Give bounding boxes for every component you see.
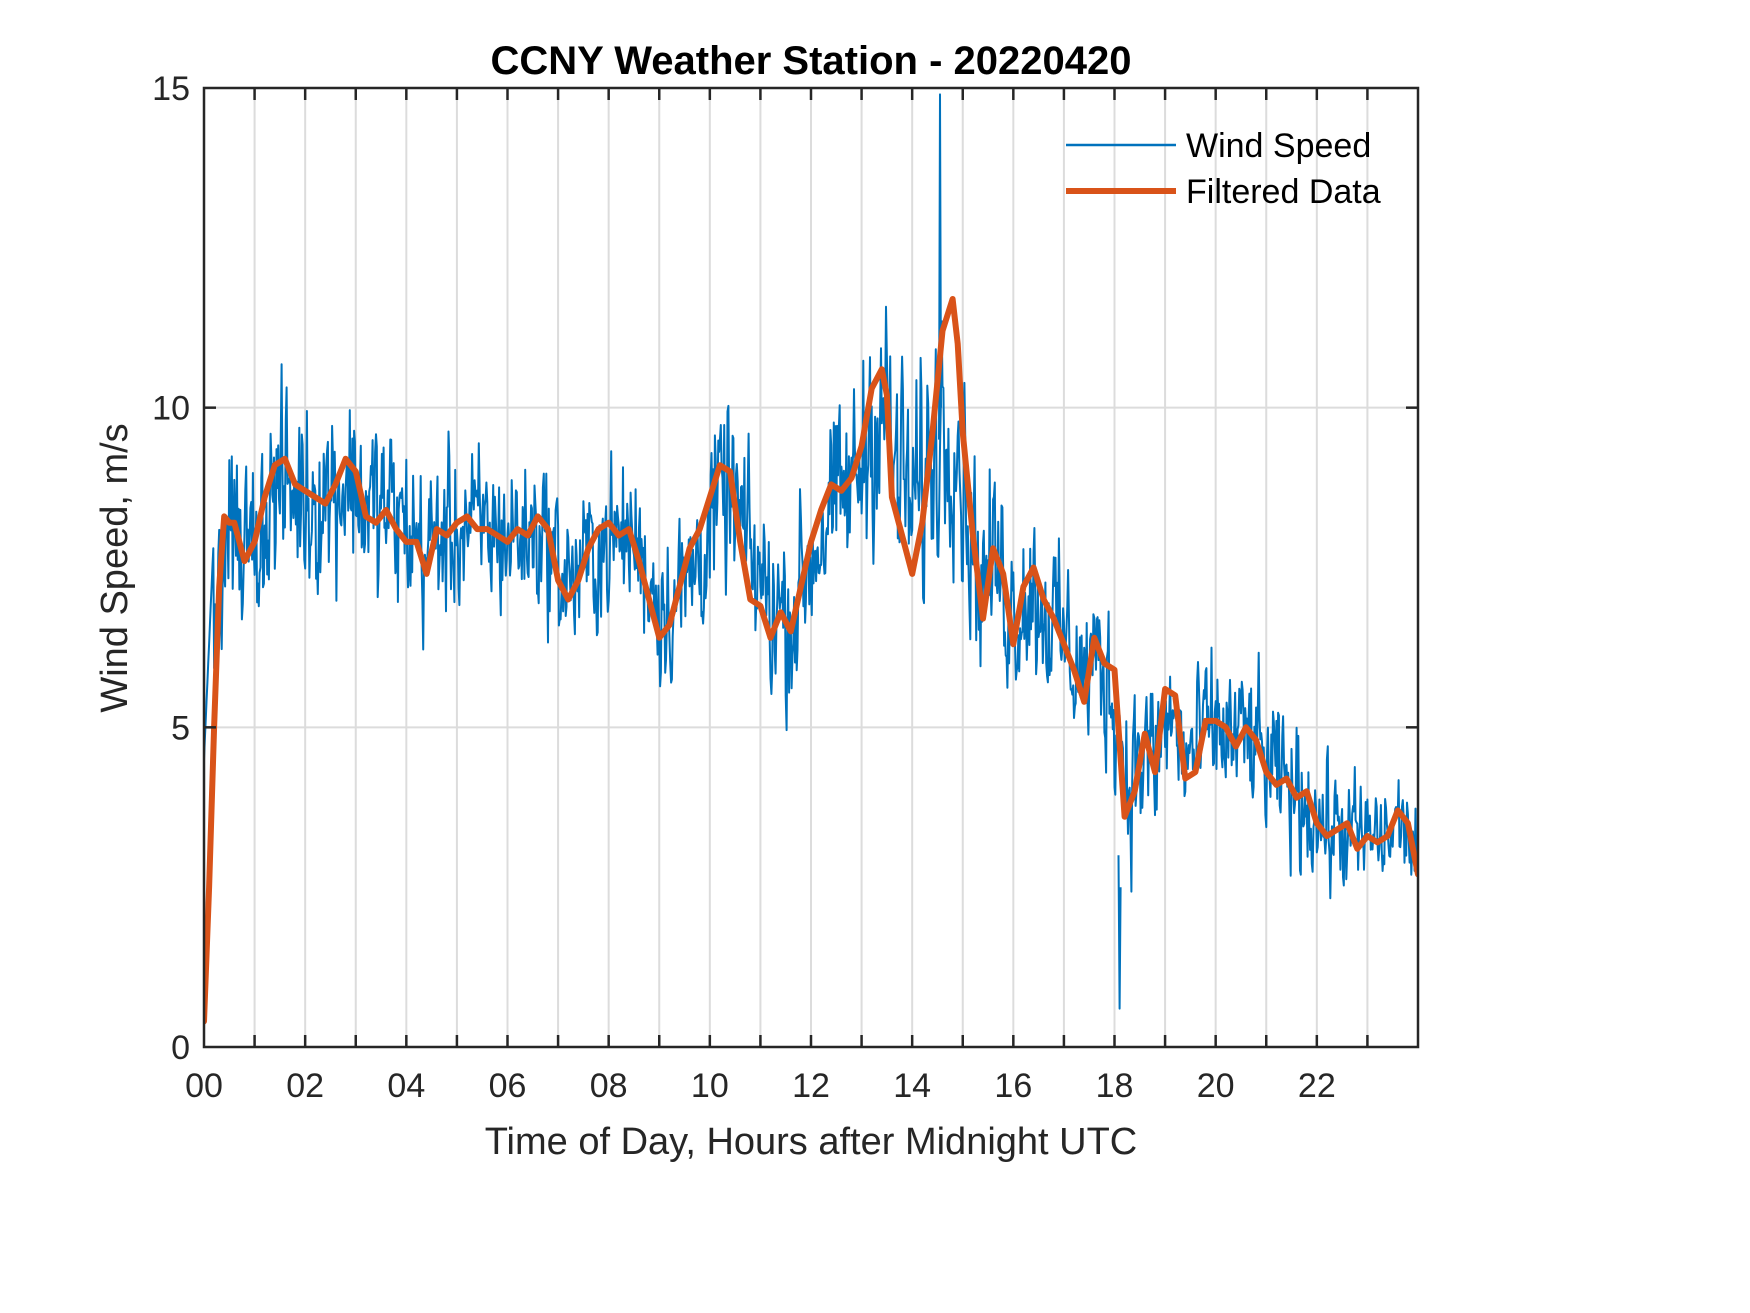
x-tick-label: 02	[286, 1067, 324, 1105]
axis-ticks	[204, 88, 1418, 1047]
legend-label-filtered-data: Filtered Data	[1186, 173, 1381, 211]
x-tick-label: 22	[1298, 1067, 1336, 1105]
x-tick-label: 04	[387, 1067, 425, 1105]
series-wind-speed-line	[204, 93, 1418, 1010]
x-tick-label: 00	[185, 1067, 223, 1105]
x-tick-label: 08	[590, 1067, 628, 1105]
legend-label-wind-speed: Wind Speed	[1186, 127, 1371, 165]
x-tick-label: 20	[1197, 1067, 1235, 1105]
y-tick-label: 0	[171, 1029, 190, 1067]
series-filtered-data-line	[204, 296, 1418, 1025]
y-axis-tick-labels: 0 5 10 15	[152, 70, 190, 1067]
legend: Wind Speed Filtered Data	[1066, 127, 1381, 211]
x-axis-tick-labels: 00 02 04 06 08 10 12 14 16 18 20 22	[185, 1067, 1336, 1105]
x-tick-label: 10	[691, 1067, 729, 1105]
x-tick-label: 14	[893, 1067, 931, 1105]
y-axis-label: Wind Speed, m/s	[94, 423, 136, 712]
x-axis-label: Time of Day, Hours after Midnight UTC	[485, 1121, 1138, 1163]
y-tick-label: 15	[152, 70, 190, 108]
y-tick-label: 10	[152, 390, 190, 428]
x-tick-label: 18	[1096, 1067, 1134, 1105]
x-tick-label: 12	[792, 1067, 830, 1105]
y-tick-label: 5	[171, 709, 190, 747]
chart-title: CCNY Weather Station - 20220420	[491, 39, 1132, 83]
x-tick-label: 06	[489, 1067, 527, 1105]
x-tick-label: 16	[994, 1067, 1032, 1105]
